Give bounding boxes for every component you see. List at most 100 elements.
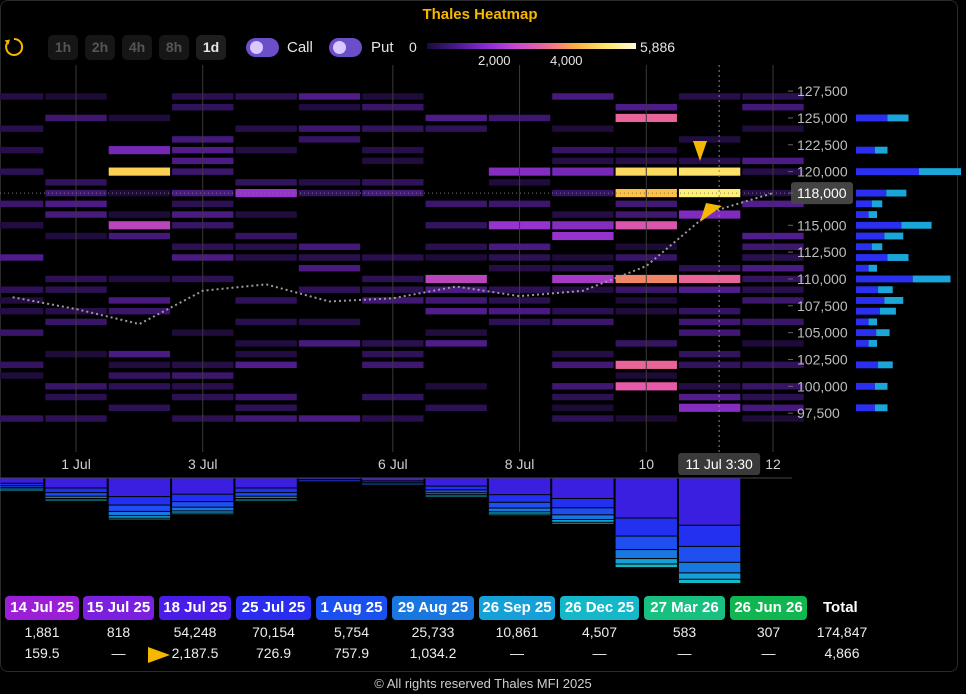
volume-bar-segment bbox=[45, 496, 107, 498]
volume-bar-segment bbox=[552, 519, 614, 522]
profile-bar-call bbox=[871, 200, 883, 208]
volume-bar-segment bbox=[615, 564, 677, 568]
expiry-chip[interactable]: 1 Aug 25 bbox=[316, 596, 387, 620]
profile-bar-put bbox=[856, 200, 872, 208]
heatmap-chart[interactable]: 1 Jul 3 Jul 6 Jul 8 Jul 10 12 11 Jul 3:30 127,5… bbox=[0, 0, 966, 600]
volume-bar-segment bbox=[552, 478, 614, 498]
expiry-volume: 54,248 bbox=[173, 624, 217, 640]
heat-cell bbox=[108, 297, 171, 304]
expiry-chip[interactable]: 26 Dec 25 bbox=[560, 596, 639, 620]
expiry-volume: 1,881 bbox=[24, 624, 60, 640]
heat-cell bbox=[235, 243, 297, 250]
expiry-chip[interactable]: 18 Jul 25 bbox=[159, 596, 231, 620]
expiry-chip[interactable]: 26 Sep 25 bbox=[479, 596, 555, 620]
heat-cell bbox=[0, 200, 44, 208]
heat-cell bbox=[298, 340, 361, 347]
profile-bar-put bbox=[856, 339, 869, 347]
heat-cell bbox=[298, 265, 361, 272]
expiry-chip[interactable]: 27 Mar 26 bbox=[644, 596, 725, 620]
profile-bar-put bbox=[856, 168, 919, 176]
heat-cell bbox=[678, 329, 741, 336]
timeframe-8h[interactable]: 8h bbox=[159, 35, 189, 60]
expiry-chip[interactable]: 25 Jul 25 bbox=[236, 596, 311, 620]
heat-cell-highlight bbox=[552, 274, 614, 284]
profile-bar-put bbox=[856, 318, 869, 326]
heat-cell bbox=[425, 404, 487, 412]
expiry-chip[interactable]: 29 Aug 25 bbox=[392, 596, 474, 620]
heat-cell bbox=[425, 222, 487, 229]
heat-cell bbox=[425, 329, 487, 336]
y-tick-label: 107,500 bbox=[797, 298, 848, 314]
footer-copyright: © All rights reserved Thales MFI 2025 bbox=[374, 676, 592, 691]
heat-cell bbox=[108, 383, 171, 390]
hover-label: 11 Jul 3:30 bbox=[685, 456, 753, 472]
heat-cell bbox=[0, 125, 44, 132]
heat-cell-highlight bbox=[108, 221, 171, 230]
y-tick-label: 127,500 bbox=[797, 83, 848, 99]
expiry-volume: 583 bbox=[672, 624, 697, 640]
heat-cell bbox=[235, 125, 297, 132]
expiry-value: 2,187.5 bbox=[171, 645, 219, 661]
volume-bar-segment bbox=[678, 562, 741, 573]
heat-cell bbox=[0, 372, 44, 379]
volume-bar-segment bbox=[552, 515, 614, 519]
volume-bar-segment bbox=[552, 498, 614, 508]
heat-cell bbox=[425, 243, 487, 250]
heat-cell bbox=[425, 383, 487, 390]
x-tick-label: 8 Jul bbox=[505, 456, 535, 472]
profile-bar-put bbox=[856, 361, 879, 369]
expiry-chip[interactable]: 15 Jul 25 bbox=[83, 596, 154, 620]
volume-bar-segment bbox=[0, 483, 44, 486]
volume-bar-segment bbox=[45, 488, 107, 493]
heat-cell bbox=[425, 254, 487, 261]
heat-cell bbox=[298, 93, 361, 100]
chart-frame bbox=[0, 0, 958, 672]
expiry-value: — bbox=[592, 645, 607, 661]
expiry-chip[interactable]: 26 Jun 26 bbox=[730, 596, 807, 620]
arrow-marker bbox=[700, 203, 722, 222]
expiry-legend: 14 Jul 25 15 Jul 25 18 Jul 25 25 Jul 25 1 Au… bbox=[5, 596, 905, 622]
put-toggle-knob bbox=[333, 41, 346, 54]
call-toggle[interactable] bbox=[246, 38, 279, 57]
volume-bar-segment bbox=[108, 505, 171, 511]
y-tick-label: 122,500 bbox=[797, 137, 848, 153]
profile-bar-call bbox=[878, 286, 893, 294]
volume-bar-segment bbox=[235, 478, 297, 488]
heat-cell bbox=[298, 415, 361, 422]
heat-cell-highlight bbox=[678, 167, 741, 176]
profile-bar-put bbox=[856, 254, 888, 261]
refresh-icon[interactable] bbox=[3, 36, 25, 58]
timeframe-1d[interactable]: 1d bbox=[196, 35, 226, 60]
heat-cell bbox=[108, 211, 171, 218]
volume-bar-segment bbox=[108, 516, 171, 518]
volume-bar-segment bbox=[108, 478, 171, 497]
arrow-down-marker bbox=[693, 141, 707, 161]
timeframe-2h[interactable]: 2h bbox=[85, 35, 115, 60]
timeframe-1h[interactable]: 1h bbox=[48, 35, 78, 60]
volume-bar-segment bbox=[172, 494, 234, 502]
expiry-chip[interactable]: 14 Jul 25 bbox=[5, 596, 79, 620]
timeframe-4h[interactable]: 4h bbox=[122, 35, 152, 60]
profile-bar-put bbox=[856, 286, 879, 294]
expiry-volume: 5,754 bbox=[333, 624, 370, 640]
y-tick-label: 102,500 bbox=[797, 351, 848, 367]
heat-cell bbox=[552, 265, 614, 272]
heat-cell bbox=[108, 232, 171, 240]
profile-bar-call bbox=[868, 211, 877, 218]
heat-cell bbox=[425, 340, 487, 347]
heat-cell bbox=[235, 211, 297, 218]
put-toggle[interactable] bbox=[329, 38, 362, 57]
y-tick-label: 100,000 bbox=[797, 378, 848, 394]
profile-bar-put bbox=[856, 232, 885, 240]
heat-cell bbox=[235, 146, 297, 154]
current-price-label: 118,000 bbox=[797, 185, 847, 201]
volume-bar-segment bbox=[298, 479, 361, 481]
heat-cell bbox=[0, 286, 44, 293]
heat-cell bbox=[298, 243, 361, 250]
heat-cell bbox=[0, 222, 44, 229]
expiry-volume: 70,154 bbox=[252, 624, 295, 640]
volume-bar-segment bbox=[172, 507, 234, 511]
heat-cell bbox=[108, 372, 171, 379]
heat-cell bbox=[108, 189, 171, 197]
heat-cell bbox=[298, 136, 361, 143]
